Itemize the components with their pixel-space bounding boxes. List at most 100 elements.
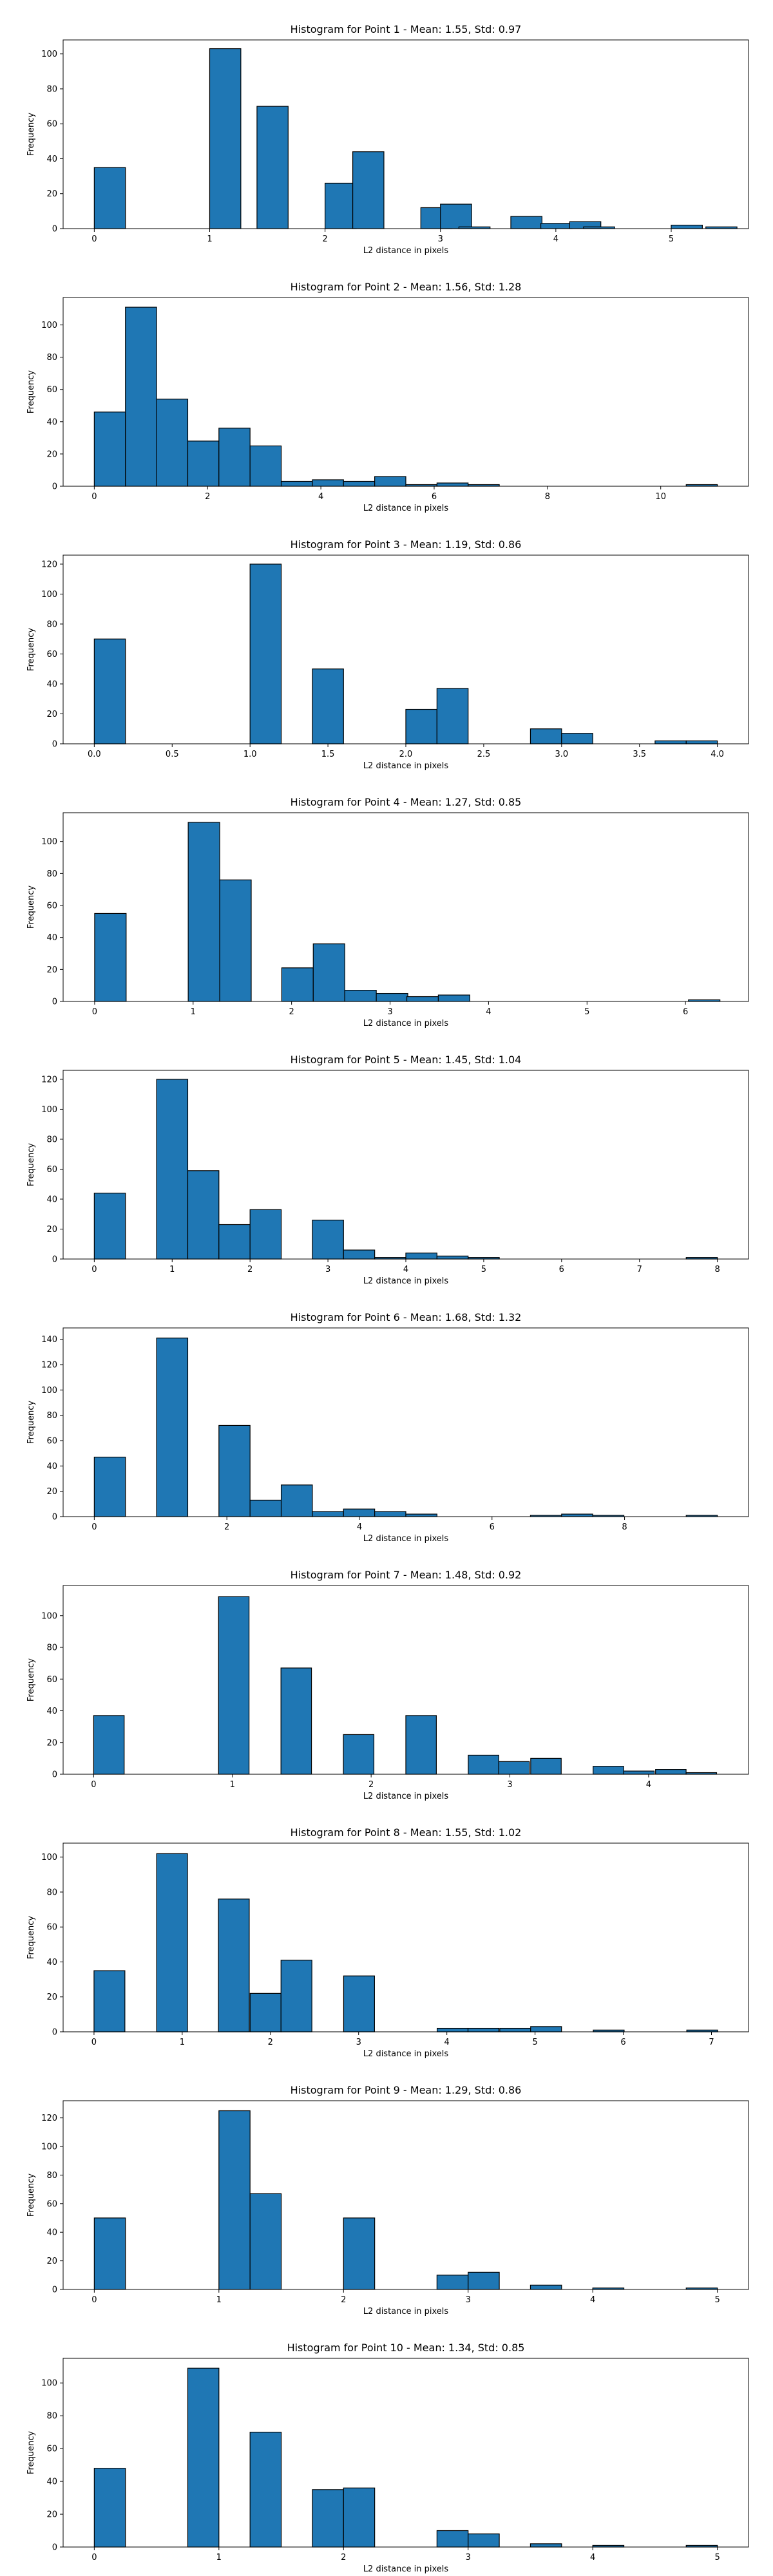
y-tick-label: 80 (46, 2171, 57, 2181)
histogram-bar (156, 1079, 189, 1260)
y-tick-label: 120 (41, 560, 57, 569)
x-tick-label: 4 (590, 2553, 595, 2562)
y-tick-label: 100 (41, 837, 57, 847)
x-tick-label: 4 (357, 1522, 362, 1532)
y-tick-label: 60 (46, 1923, 57, 1933)
x-tick-label: 2.0 (399, 750, 413, 759)
x-tick-label: 6 (490, 1522, 495, 1532)
x-tick-label: 0 (91, 492, 97, 502)
histogram-bar (249, 2432, 282, 2548)
histogram-bar (312, 1511, 344, 1517)
plot-frame (62, 2358, 749, 2548)
x-axis-label: L2 distance in pixels (363, 1019, 449, 1028)
y-tick-label: 100 (41, 2143, 57, 2152)
y-tick-label: 40 (46, 1958, 57, 1967)
x-axis-label: L2 distance in pixels (363, 761, 449, 771)
histogram-bar (561, 733, 593, 744)
x-tick-label: 4 (403, 1265, 408, 1274)
histogram-bar (468, 2271, 500, 2290)
y-tick-label: 0 (52, 2028, 57, 2038)
histogram-bar (249, 2193, 282, 2290)
y-tick-label: 60 (46, 2445, 57, 2454)
histogram-bar (93, 2217, 126, 2290)
y-tick-label: 0 (52, 998, 57, 1007)
x-tick-label: 5 (714, 2295, 720, 2305)
x-tick-label: 1 (180, 2038, 185, 2047)
x-tick-label: 3 (325, 1265, 330, 1274)
histogram-bar (125, 307, 157, 487)
y-tick-label: 40 (46, 1462, 57, 1472)
plot-frame (62, 2100, 749, 2290)
y-axis-label: Frequency (26, 1916, 36, 1959)
x-tick-label: 10 (655, 492, 666, 502)
histogram-bar (93, 1970, 126, 2032)
x-tick-label: 5 (669, 234, 674, 244)
chart-title: Histogram for Point 3 - Mean: 1.19, Std:… (291, 538, 522, 551)
histogram-bar (249, 1209, 282, 1260)
y-tick-label: 20 (46, 1487, 57, 1497)
histogram-chart: Histogram for Point 9 - Mean: 1.29, Std:… (26, 2084, 749, 2316)
histogram-bar (405, 1715, 437, 1775)
histogram-bar (436, 482, 469, 487)
histogram-bar (406, 996, 439, 1002)
histogram-bar (593, 1766, 624, 1775)
histogram-bar (156, 399, 189, 487)
y-tick-label: 20 (46, 1738, 57, 1748)
histogram-bar (343, 1249, 376, 1260)
histogram-bar (343, 2217, 376, 2290)
histogram-bar (312, 668, 344, 744)
chart-title: Histogram for Point 1 - Mean: 1.55, Std:… (291, 23, 522, 35)
x-tick-label: 3 (507, 1780, 512, 1790)
histogram-bar (218, 2110, 251, 2290)
x-tick-label: 2 (322, 234, 327, 244)
y-tick-label: 60 (46, 902, 57, 911)
x-tick-label: 3 (466, 2295, 471, 2305)
plot-frame (62, 812, 749, 1002)
histogram-bar (561, 1513, 593, 1517)
y-tick-label: 80 (46, 1411, 57, 1421)
x-tick-label: 1 (216, 2553, 222, 2562)
y-tick-label: 40 (46, 2228, 57, 2238)
histogram-chart: Histogram for Point 2 - Mean: 1.56, Std:… (26, 281, 749, 513)
y-tick-label: 120 (41, 1361, 57, 1370)
y-axis-label: Frequency (26, 1143, 36, 1186)
y-tick-label: 20 (46, 450, 57, 459)
histogram-chart: Histogram for Point 10 - Mean: 1.34, Std… (26, 2342, 749, 2574)
y-tick-label: 0 (52, 740, 57, 750)
histogram-bar (436, 2275, 469, 2290)
plot-frame (62, 1327, 749, 1517)
y-tick-label: 20 (46, 1993, 57, 2002)
y-axis-label: Frequency (26, 2431, 36, 2474)
histogram-bar (249, 564, 282, 744)
histogram-bar (312, 943, 345, 1002)
y-axis-label: Frequency (26, 2174, 36, 2217)
x-tick-label: 7 (709, 2038, 714, 2047)
x-tick-label: 0 (91, 1780, 96, 1790)
x-tick-label: 8 (545, 492, 550, 502)
y-tick-label: 20 (46, 189, 57, 199)
y-tick-label: 20 (46, 710, 57, 719)
histogram-bar (156, 1853, 188, 2032)
histogram-chart: Histogram for Point 1 - Mean: 1.55, Std:… (26, 23, 749, 256)
histogram-bar (156, 1338, 189, 1517)
histogram-bar (218, 428, 251, 487)
chart-title: Histogram for Point 4 - Mean: 1.27, Std:… (291, 796, 522, 808)
x-axis-label: L2 distance in pixels (363, 504, 449, 513)
x-tick-label: 5 (532, 2038, 537, 2047)
histogram-bar (374, 476, 406, 487)
histogram-bar (187, 822, 220, 1002)
y-tick-label: 60 (46, 2199, 57, 2209)
x-tick-label: 0.5 (166, 750, 179, 759)
x-tick-label: 8 (714, 1265, 720, 1274)
y-tick-label: 0 (52, 482, 57, 492)
histogram-bar (280, 480, 313, 487)
histogram-bar (187, 2367, 220, 2548)
x-tick-label: 6 (683, 1007, 688, 1017)
x-axis-label: L2 distance in pixels (363, 2307, 449, 2316)
y-tick-label: 0 (52, 1513, 57, 1522)
x-tick-label: 1 (191, 1007, 196, 1017)
y-tick-label: 100 (41, 1105, 57, 1115)
histogram-bar (344, 990, 377, 1002)
x-tick-label: 0 (91, 234, 97, 244)
x-tick-label: 4 (444, 2038, 450, 2047)
